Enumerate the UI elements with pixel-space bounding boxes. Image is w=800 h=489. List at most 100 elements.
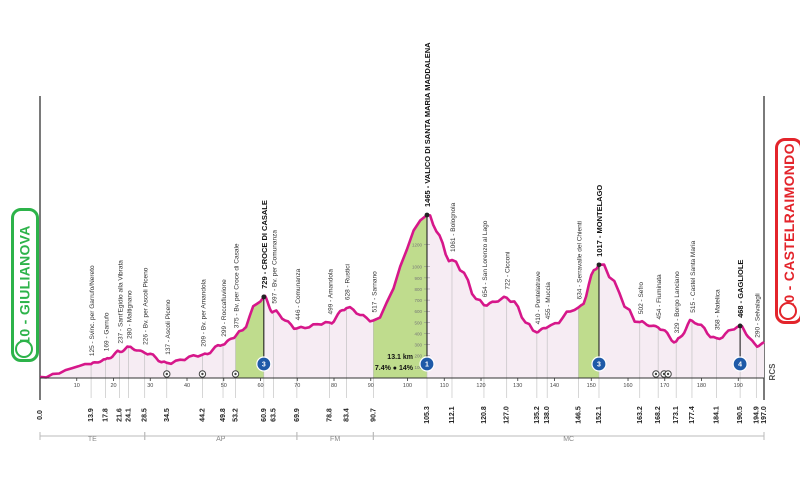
region-label: TE xyxy=(88,436,97,443)
waypoint-label: 628 - Rustici xyxy=(345,264,352,300)
km-tick-label: 190 xyxy=(734,383,743,389)
climb-area-2 xyxy=(373,215,427,378)
waypoint-km-label: 173.1 xyxy=(673,406,680,424)
waypoint-label: 137 - Ascoli Piceno xyxy=(165,299,172,355)
waypoint-km-label: 69.9 xyxy=(294,408,301,422)
waypoint-km-label: 53.2 xyxy=(233,408,240,422)
waypoint-label: 729 - CROCE DI CASALE xyxy=(260,200,269,289)
waypoint-km-label: 197.0 xyxy=(761,406,768,424)
km-tick-label: 170 xyxy=(660,383,669,389)
km-tick-label: 180 xyxy=(697,383,706,389)
waypoint-km-label: 63.5 xyxy=(270,408,277,422)
region-label: FM xyxy=(330,436,340,443)
km-tick-label: 60 xyxy=(257,383,263,389)
km-tick-label: 70 xyxy=(294,383,300,389)
waypoint-label: 454 - Fiuminata xyxy=(656,274,663,320)
waypoint-label: 237 - Sant'Egidio alla Vibrata xyxy=(117,260,124,344)
kom-badge-icon xyxy=(732,356,748,372)
kom-badge-label: 3 xyxy=(262,362,266,369)
climb-length-label: 13.1 km xyxy=(387,354,413,361)
waypoint-marker-dot xyxy=(666,372,670,376)
summit-dot xyxy=(596,262,602,268)
km-tick-label: 30 xyxy=(147,383,153,389)
altitude-gridline-label: 1200 xyxy=(412,242,423,247)
waypoint-km-label: 34.5 xyxy=(164,408,171,422)
km-tick-label: 110 xyxy=(440,383,449,389)
waypoint-km-label: 138.0 xyxy=(544,406,551,424)
km-tick-label: 80 xyxy=(331,383,337,389)
km-tick-label: 130 xyxy=(513,383,522,389)
waypoint-km-label: 152.1 xyxy=(596,406,603,424)
kom-badge-label: 4 xyxy=(738,362,742,369)
km-tick-label: 120 xyxy=(476,383,485,389)
altitude-gridline-label: 900 xyxy=(414,276,422,281)
waypoint-label: 1061 - Bolognola xyxy=(450,202,457,252)
altitude-gridline-label: 500 xyxy=(414,320,422,325)
waypoint-label: 446 - Comunanza xyxy=(295,268,302,320)
waypoint-km-label: 146.5 xyxy=(575,406,582,424)
climb-grade-label: 7.4% ● 14% xyxy=(375,365,414,372)
finish-city-label: 310 - CASTELRAIMONDO xyxy=(781,143,798,319)
waypoint-km-label: 21.6 xyxy=(116,408,123,422)
altitude-gridline-label: 800 xyxy=(414,287,422,292)
waypoint-label: 499 - Amandola xyxy=(328,269,335,315)
waypoint-marker-dot xyxy=(165,372,168,376)
waypoint-label: 634 - Serravalle del Chienti xyxy=(576,221,583,299)
km-tick-label: 10 xyxy=(74,383,80,389)
waypoint-label: 329 - Borgo Lanciano xyxy=(674,271,681,334)
waypoint-km-label: 83.4 xyxy=(344,408,351,422)
climb-area-3 xyxy=(578,264,599,378)
waypoint-km-label: 184.1 xyxy=(714,406,721,424)
waypoint-km-label: 163.2 xyxy=(637,406,644,424)
waypoint-km-label: 28.5 xyxy=(142,408,149,422)
waypoint-label: 169 - Garrufo xyxy=(103,312,110,351)
finish-flag-icon xyxy=(779,302,797,320)
waypoint-label: 597 - Bv. per Comunanza xyxy=(271,230,278,304)
kom-badge-icon xyxy=(419,356,435,372)
waypoint-km-label: 60.9 xyxy=(261,408,268,422)
waypoint-label: 515 - Castel Santa Maria xyxy=(690,240,697,312)
brand-logo-text: RCS xyxy=(768,363,777,381)
km-tick-label: 140 xyxy=(550,383,559,389)
waypoint-label: 1465 - VALICO DI SANTA MARIA MADDALENA xyxy=(423,42,432,207)
altitude-gridline-label: 100 xyxy=(414,365,422,370)
waypoint-km-label: 90.7 xyxy=(370,408,377,422)
waypoint-label: 226 - Bv. per Ascoli Piceno xyxy=(143,267,150,345)
waypoint-label: 517 - Sarnano xyxy=(371,271,378,313)
waypoint-marker-dot xyxy=(201,372,204,376)
start-city-label: 10 - GIULIANOVA xyxy=(17,225,33,345)
altitude-gridline-label: 600 xyxy=(414,309,422,314)
finish-city-sign: 310 - CASTELRAIMONDO xyxy=(775,138,800,324)
waypoint-km-label: 0.0 xyxy=(37,410,44,420)
waypoint-marker-dot xyxy=(234,372,237,376)
waypoint-km-label: 24.1 xyxy=(126,408,133,422)
waypoint-km-label: 120.8 xyxy=(481,406,488,424)
km-tick-label: 50 xyxy=(221,383,227,389)
km-tick-label: 160 xyxy=(623,383,632,389)
waypoint-label: 358 - Matelica xyxy=(715,289,722,330)
waypoint-label: 455 - Muccia xyxy=(545,282,552,320)
waypoint-km-label: 168.2 xyxy=(655,406,662,424)
kom-badge-label: 3 xyxy=(597,362,601,369)
waypoint-km-label: 49.8 xyxy=(220,408,227,422)
waypoint-km-label: 105.3 xyxy=(424,406,431,424)
altitude-gridline-label: 1000 xyxy=(412,265,423,270)
start-flag-icon xyxy=(15,340,33,358)
km-tick-label: 100 xyxy=(403,383,412,389)
altitude-gridline-label: 400 xyxy=(414,331,422,336)
kom-badge-icon xyxy=(591,356,607,372)
summit-dot xyxy=(261,294,267,300)
kom-badge-label: 1 xyxy=(425,362,429,369)
altitude-gridline-label: 300 xyxy=(414,343,422,348)
waypoint-km-label: 112.1 xyxy=(449,406,456,423)
waypoint-km-label: 17.8 xyxy=(102,408,109,422)
waypoint-label: 468 - GAGLIOLE xyxy=(736,260,745,318)
waypoint-km-label: 194.9 xyxy=(753,406,760,424)
start-city-sign: 10 - GIULIANOVA xyxy=(11,208,39,362)
waypoint-label: 209 - Bv. per Amandola xyxy=(200,279,207,347)
waypoint-km-label: 13.9 xyxy=(88,408,95,422)
waypoint-km-label: 78.8 xyxy=(327,408,334,422)
waypoint-label: 1017 - MONTELAGO xyxy=(595,185,604,257)
